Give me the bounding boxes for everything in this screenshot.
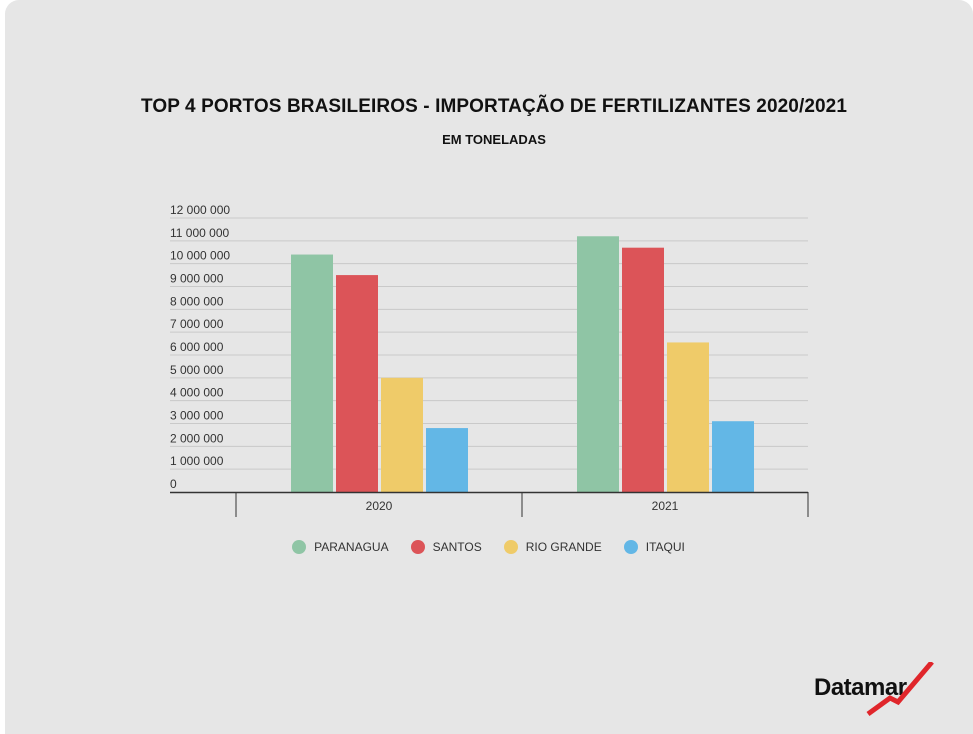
y-tick-label: 1 000 000 [170,454,224,468]
y-tick-label: 11 000 000 [170,226,229,240]
legend-item: SANTOS [407,540,482,554]
y-axis-ticks: 0 1 000 000 2 000 000 3 000 000 4 000 000 5 0… [170,203,230,491]
legend-item: ITAQUI [620,540,685,554]
y-tick-label: 6 000 000 [170,340,224,354]
bar-paranagua-2021 [577,236,619,492]
y-tick-label: 12 000 000 [170,203,230,217]
legend-swatch [503,540,518,554]
legend-label: SANTOS [432,540,482,554]
bar-santos-2021 [622,247,664,492]
y-tick-label: 9 000 000 [170,272,224,286]
legend-label: PARANAGUA [314,540,389,554]
legend-item: RIO GRANDE [500,540,602,554]
x-axis-labels: 2020 2021 [366,499,679,513]
y-tick-label: 8 000 000 [170,294,224,308]
logo-zigzag-icon [866,662,934,717]
y-tick-label: 2 000 000 [170,431,224,445]
bar-itaqui-2020 [426,428,468,492]
legend-label: ITAQUI [645,540,685,554]
bar-itaqui-2021 [712,421,754,492]
y-tick-label: 3 000 000 [170,409,224,423]
legend-swatch [410,540,425,554]
y-tick-label: 4 000 000 [170,386,224,400]
legend-swatch [292,540,307,554]
x-category-label: 2021 [652,499,679,513]
datamar-logo: Datamar [814,662,934,718]
y-tick-label: 5 000 000 [170,363,224,377]
bar-rio-grande-2020 [381,377,423,492]
bar-santos-2020 [336,275,378,492]
bar-rio-grande-2021 [667,342,709,492]
chart-card [5,0,973,734]
chart-title: TOP 4 PORTOS BRASILEIROS - IMPORTAÇÃO DE… [140,96,848,117]
y-tick-label: 7 000 000 [170,317,224,331]
legend-swatch [623,540,638,554]
bars [291,236,754,492]
legend-label: RIO GRANDE [525,540,602,554]
bar-paranagua-2020 [291,254,333,492]
legend-item: PARANAGUA [288,540,389,554]
y-tick-label: 0 [170,477,177,491]
chart-subtitle: EM TONELADAS [442,132,546,147]
x-axis [170,491,809,517]
legend: PARANAGUA SANTOS RIO GRANDE ITAQUI [0,540,973,554]
x-category-label: 2020 [366,499,393,513]
y-tick-label: 10 000 000 [170,249,230,263]
